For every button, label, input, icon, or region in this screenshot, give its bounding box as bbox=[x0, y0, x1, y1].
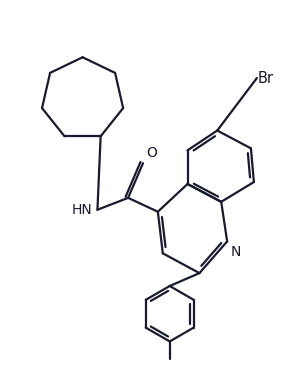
Text: O: O bbox=[146, 146, 157, 160]
Text: Br: Br bbox=[258, 71, 274, 85]
Text: N: N bbox=[230, 245, 241, 259]
Text: HN: HN bbox=[72, 203, 93, 217]
